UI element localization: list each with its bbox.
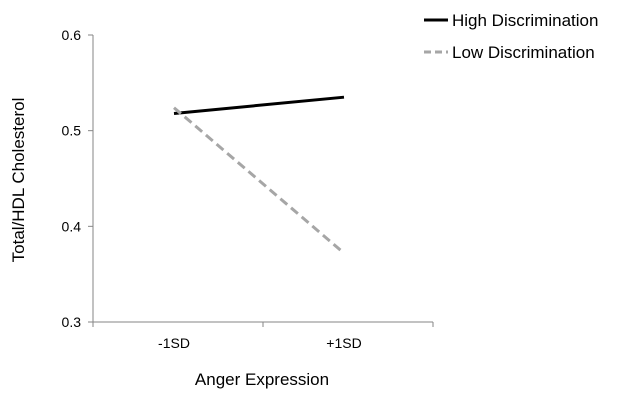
y-tick-label: 0.4: [62, 218, 82, 234]
x-axis-title: Anger Expression: [195, 370, 329, 389]
ticks: 0.3 0.4 0.5 0.6 -1SD +1SD: [62, 27, 434, 351]
y-tick-label: 0.5: [62, 123, 82, 139]
y-axis-title: Total/HDL Cholesterol: [9, 98, 28, 263]
legend: High Discrimination Low Discrimination: [424, 11, 598, 62]
x-tick-label: -1SD: [158, 335, 190, 351]
legend-label-2: Low Discrimination: [452, 43, 595, 62]
legend-label-1: High Discrimination: [452, 11, 598, 30]
series-line-2: [173, 106, 345, 255]
x-tick-label: +1SD: [326, 335, 361, 351]
y-tick-label: 0.6: [62, 27, 82, 43]
axes: [92, 35, 433, 323]
y-tick-label: 0.3: [62, 314, 82, 330]
series-line-1: [173, 95, 345, 115]
series-layer: [173, 95, 345, 255]
